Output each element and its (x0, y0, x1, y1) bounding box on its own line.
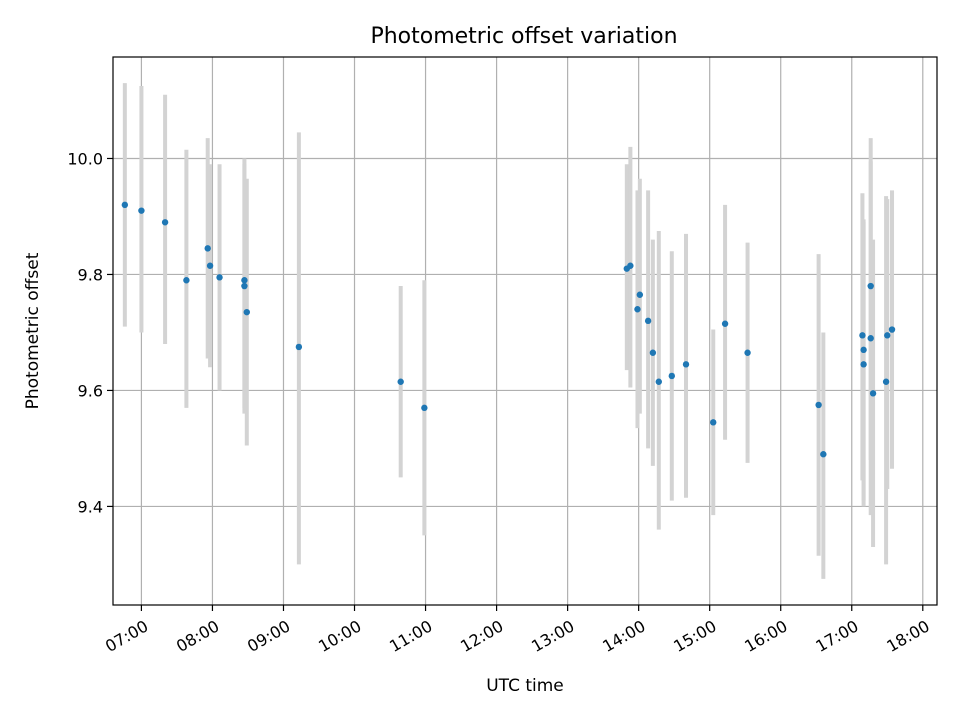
data-point (744, 349, 751, 356)
data-point (860, 346, 867, 354)
x-tick-label: 10:00 (315, 616, 364, 656)
data-point (241, 282, 248, 290)
data-point (204, 245, 211, 252)
x-axis-label: UTC time (486, 676, 564, 696)
data-point (627, 262, 634, 269)
data-point (634, 306, 641, 313)
grid (113, 57, 937, 605)
data-point (121, 201, 129, 209)
data-point (668, 372, 676, 380)
x-tick-label: 14:00 (599, 616, 648, 656)
y-tick-label: 9.4 (78, 497, 103, 516)
data-point (295, 343, 303, 351)
x-tick-label: 18:00 (883, 616, 932, 656)
data-point (216, 274, 223, 281)
x-tick-label: 13:00 (528, 616, 577, 656)
x-tick-label: 08:00 (173, 616, 222, 656)
data-point (161, 219, 169, 226)
data-point (888, 326, 896, 333)
data-point (869, 390, 877, 397)
data-point (867, 335, 874, 342)
y-axis: 9.4 9.6 9.8 10.0 (67, 149, 113, 516)
data-point (710, 419, 717, 426)
chart-title: Photometric offset variation (370, 24, 677, 49)
y-axis-label: Photometric offset (23, 252, 43, 409)
plot-frame (112, 56, 938, 606)
data-point (644, 317, 652, 325)
data-point (867, 282, 874, 290)
data-point (183, 277, 190, 284)
y-tick-label: 10.0 (67, 149, 103, 168)
data-point (206, 262, 214, 269)
x-tick-label: 11:00 (386, 616, 435, 656)
y-tick-label: 9.6 (78, 381, 103, 400)
data-point (860, 361, 867, 368)
x-axis: 07:00 08:00 09:00 10:00 11:00 12:00 13:00 14:00… (102, 605, 933, 656)
y-tick-label: 9.8 (78, 265, 103, 284)
data-point (649, 349, 657, 356)
data-points (121, 201, 896, 458)
data-point (721, 320, 729, 327)
error-bars (122, 83, 895, 579)
x-tick-label: 16:00 (741, 616, 790, 656)
data-point (636, 291, 644, 298)
data-point (241, 277, 248, 284)
x-tick-label: 15:00 (670, 616, 719, 656)
data-point (655, 378, 662, 385)
x-tick-label: 09:00 (244, 616, 293, 656)
data-point (682, 361, 690, 368)
x-tick-label: 17:00 (812, 616, 861, 656)
x-tick-label: 07:00 (102, 616, 151, 656)
x-tick-label: 12:00 (457, 616, 506, 656)
data-point (884, 332, 891, 339)
data-point (421, 404, 428, 412)
data-point (859, 332, 866, 339)
data-point (138, 207, 145, 214)
data-point (815, 401, 822, 409)
data-point (882, 378, 890, 385)
data-point (820, 451, 827, 458)
data-point (243, 308, 250, 316)
data-point (397, 378, 404, 385)
